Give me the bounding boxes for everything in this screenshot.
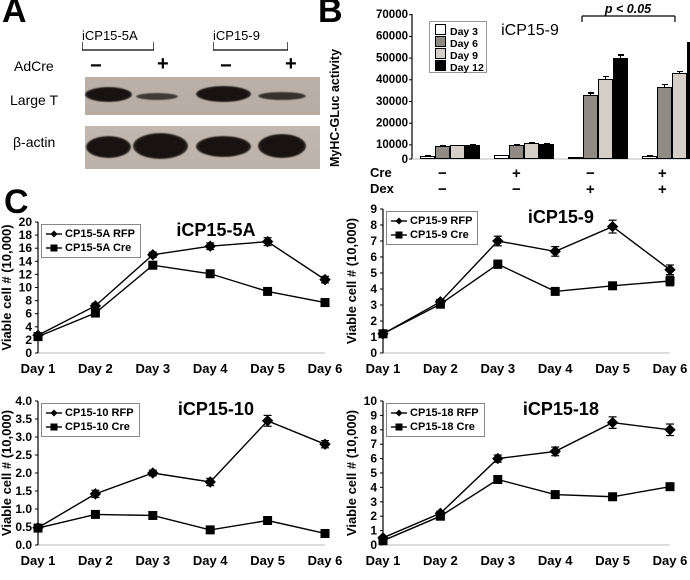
svg-text:10: 10 <box>19 281 33 295</box>
svg-text:2: 2 <box>370 314 377 328</box>
svg-text:5: 5 <box>370 466 377 480</box>
svg-text:4: 4 <box>370 282 377 296</box>
svg-text:0.5: 0.5 <box>15 520 32 534</box>
svg-text:Day 2: Day 2 <box>78 553 113 568</box>
svg-text:Viable cell # (10,000): Viable cell # (10,000) <box>0 224 14 350</box>
svg-text:Day 3: Day 3 <box>480 553 515 568</box>
svg-text:20: 20 <box>19 215 33 229</box>
svg-text:Day 4: Day 4 <box>538 553 573 568</box>
svg-text:0: 0 <box>25 346 32 360</box>
svg-text:Viable cell # (10,000): Viable cell # (10,000) <box>345 218 359 344</box>
svg-text:4: 4 <box>370 480 377 494</box>
svg-text:Day 4: Day 4 <box>193 553 228 568</box>
svg-text:12: 12 <box>19 267 33 281</box>
svg-text:Day 5: Day 5 <box>250 361 285 376</box>
svg-text:1.0: 1.0 <box>15 502 32 516</box>
svg-text:Day 1: Day 1 <box>366 361 401 376</box>
svg-text:Day 3: Day 3 <box>135 361 170 376</box>
svg-text:Day 3: Day 3 <box>135 553 170 568</box>
svg-text:8: 8 <box>370 218 377 232</box>
svg-text:iCP15-10: iCP15-10 <box>178 399 254 419</box>
svg-text:2: 2 <box>370 509 377 523</box>
svg-text:Day 6: Day 6 <box>308 553 343 568</box>
svg-text:Day 3: Day 3 <box>480 361 515 376</box>
svg-text:18: 18 <box>19 228 33 242</box>
svg-text:8: 8 <box>25 294 32 308</box>
svg-text:1.5: 1.5 <box>15 484 32 498</box>
svg-text:6: 6 <box>370 250 377 264</box>
svg-text:7: 7 <box>370 234 377 248</box>
svg-text:Day 1: Day 1 <box>366 553 401 568</box>
svg-text:16: 16 <box>19 241 33 255</box>
svg-text:0: 0 <box>370 538 377 552</box>
svg-text:10: 10 <box>364 394 378 408</box>
svg-text:3.0: 3.0 <box>15 430 32 444</box>
svg-text:3: 3 <box>370 298 377 312</box>
svg-text:0: 0 <box>370 346 377 360</box>
svg-text:2.5: 2.5 <box>15 448 32 462</box>
svg-text:Day 4: Day 4 <box>538 361 573 376</box>
svg-text:7: 7 <box>370 437 377 451</box>
svg-text:Viable cell # (10,000): Viable cell # (10,000) <box>345 410 359 536</box>
svg-text:Day 4: Day 4 <box>193 361 228 376</box>
svg-text:Day 5: Day 5 <box>250 553 285 568</box>
svg-text:0.0: 0.0 <box>15 538 32 552</box>
svg-text:Viable cell # (10,000): Viable cell # (10,000) <box>0 410 14 536</box>
svg-text:Day 6: Day 6 <box>653 361 688 376</box>
svg-text:Day 5: Day 5 <box>595 553 630 568</box>
svg-text:Day 1: Day 1 <box>21 553 56 568</box>
svg-text:8: 8 <box>370 423 377 437</box>
svg-text:3: 3 <box>370 495 377 509</box>
svg-text:Day 2: Day 2 <box>423 361 458 376</box>
svg-text:iCP15-9: iCP15-9 <box>528 207 594 227</box>
svg-text:Day 2: Day 2 <box>423 553 458 568</box>
svg-text:1: 1 <box>370 524 377 538</box>
svg-text:4.0: 4.0 <box>15 394 32 408</box>
svg-text:Day 6: Day 6 <box>653 553 688 568</box>
svg-text:Day 2: Day 2 <box>78 361 113 376</box>
svg-text:1: 1 <box>370 330 377 344</box>
svg-text:Day 1: Day 1 <box>21 361 56 376</box>
svg-text:iCP15-5A: iCP15-5A <box>176 220 255 240</box>
svg-text:6: 6 <box>25 307 32 321</box>
svg-text:4: 4 <box>25 320 32 334</box>
svg-text:2.0: 2.0 <box>15 466 32 480</box>
svg-text:iCP15-18: iCP15-18 <box>523 399 599 419</box>
svg-text:3.5: 3.5 <box>15 412 32 426</box>
svg-text:Day 6: Day 6 <box>308 361 343 376</box>
svg-text:9: 9 <box>370 202 377 216</box>
svg-text:14: 14 <box>19 254 33 268</box>
svg-text:6: 6 <box>370 452 377 466</box>
svg-text:2: 2 <box>25 333 32 347</box>
svg-text:9: 9 <box>370 408 377 422</box>
svg-text:Day 5: Day 5 <box>595 361 630 376</box>
svg-text:5: 5 <box>370 266 377 280</box>
